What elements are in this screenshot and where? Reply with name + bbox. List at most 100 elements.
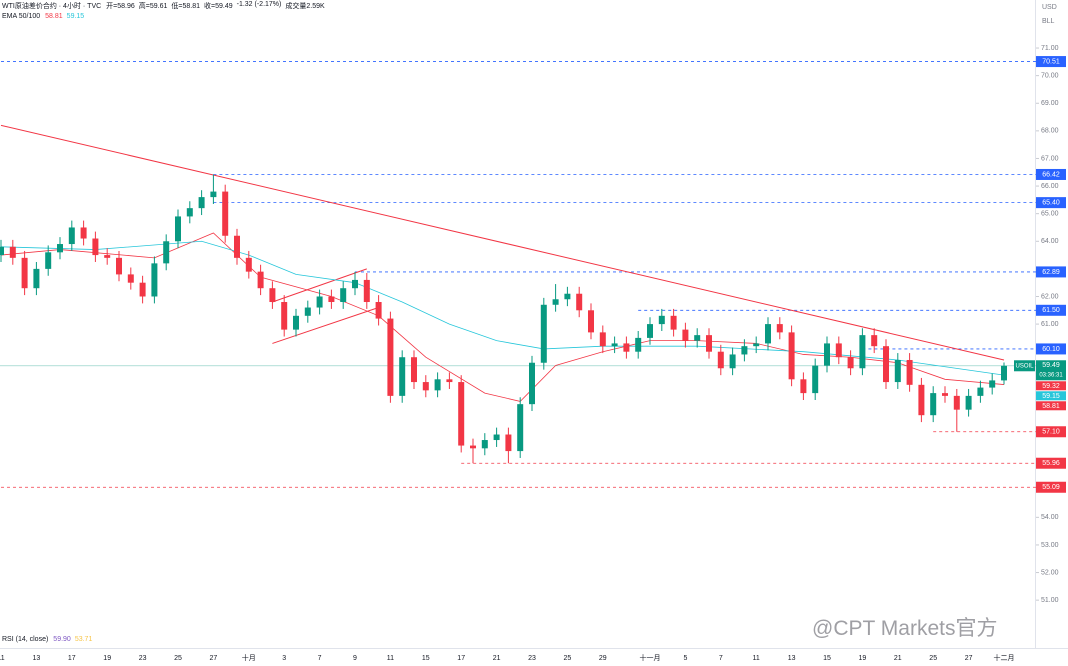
y-tick-label: 71.00 [1041,45,1059,52]
price-label: 59.49 [1042,362,1060,369]
x-tick-label: 27 [210,655,218,662]
ohlc-readout: 开=58.96 高=59.61 低=58.81 收=59.49 -1.32 (-2.17… [106,1,324,11]
x-tick-label: 十月 [242,653,256,662]
level-label-box [1036,457,1066,469]
candle-body [658,315,665,325]
candle-body [894,359,901,383]
candle-body [245,257,252,272]
candle-body [210,191,217,198]
price-label-box [1036,401,1066,411]
candle-body [422,382,429,391]
x-tick-label: 3 [282,655,286,662]
candle-body [847,357,854,369]
candle-body [293,315,299,330]
level-label: 55.96 [1042,460,1060,467]
x-tick-label: 7 [318,655,322,662]
candle-body [635,337,642,352]
y-tick-label: 62.00 [1041,293,1059,300]
ema-values: 58.81 59.15 [45,13,84,20]
candle-body [989,380,996,388]
y-tick-label: 54.00 [1041,514,1059,521]
y-tick-label: 70.00 [1041,72,1059,79]
candle-body [363,279,370,303]
candle-body [517,404,524,452]
candle-body [222,191,229,236]
candle-body [175,216,181,242]
candle-body [859,335,866,369]
candle-body [116,257,122,275]
candle-body [965,395,972,410]
candle-body [564,293,571,300]
countdown: 03:36:31 [1039,372,1063,378]
x-tick-label: 29 [599,655,607,662]
candle-body [399,357,406,396]
candle-body [33,268,40,289]
candle-body [824,343,830,366]
candle-body [493,434,500,441]
candle-body [198,197,205,209]
price-label: 58.81 [1042,403,1060,410]
symbol-box [1014,360,1035,372]
x-tick-label: 21 [894,655,902,662]
candle-body [104,255,111,258]
ohlc-item: 收=59.49 [204,3,233,10]
rsi-values: 59.90 53.71 [53,636,92,643]
candle-body [765,324,771,344]
candle-body [316,296,323,308]
candle-body [552,299,559,305]
x-tick-label: 25 [174,655,182,662]
candle-body [942,393,948,396]
candle-body [682,329,689,341]
x-tick-label: 十二月 [994,653,1015,662]
candle-body [918,384,925,416]
candle-body [623,343,630,352]
header: WTI原油差价合约 · 4小时 · TVC 开=58.96 高=59.61 低=58… [2,1,325,11]
y-tick-label: 68.00 [1041,128,1059,135]
x-tick-label: 11 [387,655,394,662]
y-tick-label: 52.00 [1041,569,1059,576]
level-label-box [1036,304,1066,316]
candle-body [57,244,63,253]
x-tick-label: 27 [965,655,973,662]
candle-body [529,362,535,405]
trendline [0,124,1005,361]
x-tick-label: 十一月 [640,653,661,662]
x-tick-label: 5 [683,655,687,662]
candle-body [411,357,417,383]
x-tick-label: 19 [103,655,111,662]
level-label: 66.42 [1042,171,1060,178]
candle-body [80,227,87,239]
candle-body [576,293,583,311]
candle-body [328,296,335,303]
candle-body [68,227,75,245]
candle-body [776,324,783,333]
y-tick-label: 65.00 [1041,211,1059,218]
candle-body [741,346,748,355]
candle-body [906,359,913,385]
candle-body [470,445,476,449]
level-label-box [1036,56,1066,68]
candle-body [481,440,488,449]
x-tick-label: 17 [68,655,76,662]
trendline [272,268,367,303]
level-label: 65.40 [1042,199,1060,206]
unit-label: BLL [1042,18,1055,25]
candle-body [611,343,618,347]
x-tick-label: 13 [788,655,796,662]
y-tick-label: 66.00 [1041,183,1059,190]
candle-body [729,354,736,369]
y-tick-label: 53.00 [1041,542,1059,549]
y-tick-label: 64.00 [1041,238,1059,245]
price-label-box [1036,391,1066,401]
candle-body [930,393,937,416]
price-label: 59.15 [1042,393,1060,400]
candle-body [599,332,606,347]
candle-body [540,304,547,363]
rsi-value: 53.71 [74,636,93,643]
candle-body [505,434,512,452]
candle-body [670,315,677,330]
ohlc-item: 开=58.96 [106,3,135,10]
x-tick-label: 13 [33,655,41,662]
level-label: 61.50 [1042,307,1060,314]
